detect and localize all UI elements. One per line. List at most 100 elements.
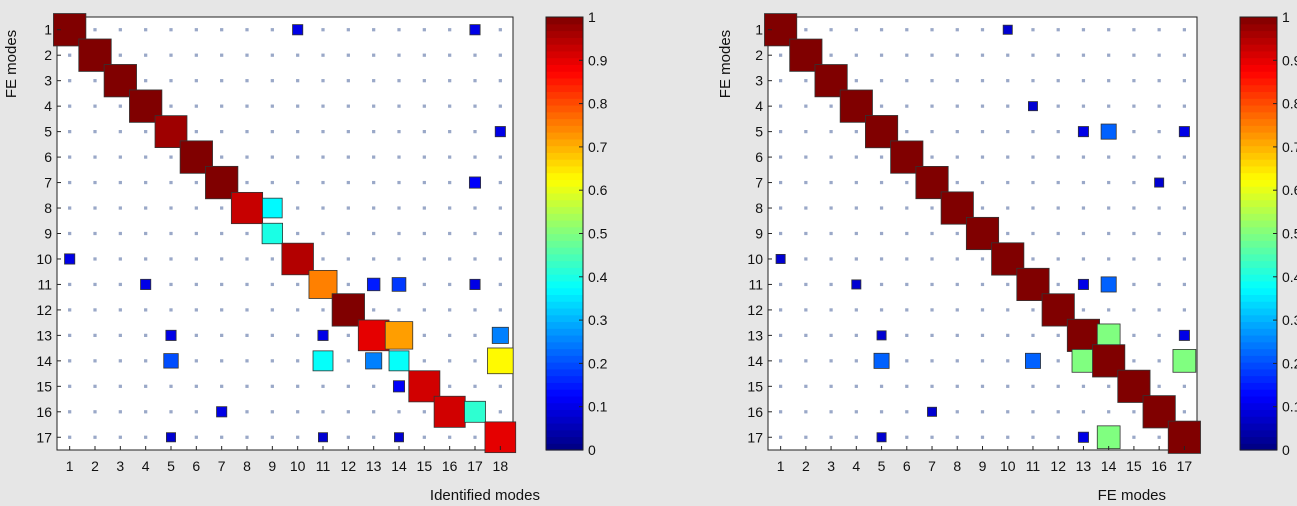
x-tick-label: 7 [218, 458, 226, 474]
colorbar-segment [1240, 192, 1277, 201]
matrix-cell-background [1031, 231, 1035, 236]
matrix-cell-background [955, 282, 959, 287]
matrix-cell-background [422, 282, 426, 287]
matrix-cell [281, 242, 314, 276]
y-tick-label: 3 [755, 73, 763, 89]
colorbar-segment [1240, 17, 1277, 25]
matrix-cell-background [422, 53, 426, 57]
colorbar-segment [1240, 409, 1277, 417]
matrix-cell-background [1006, 206, 1010, 210]
matrix-cell-background [93, 257, 97, 261]
matrix-cell-background [905, 180, 909, 185]
colorbar-segment [546, 125, 583, 133]
matrix-cell-background [448, 359, 452, 363]
colorbar-segment [546, 30, 583, 38]
matrix-cell-background [829, 359, 833, 363]
matrix-cell-background [270, 435, 274, 439]
colorbar-segment [1240, 145, 1277, 153]
matrix-cell-background [955, 104, 959, 108]
matrix-cell-background [498, 79, 502, 83]
matrix-cell-background [1132, 53, 1136, 57]
matrix-cell-background [980, 53, 985, 57]
matrix-cell-background [448, 104, 452, 108]
matrix-cell-background [854, 155, 858, 159]
matrix-cell-background [296, 410, 300, 414]
colorbar-segment [546, 132, 583, 140]
matrix-cell-background [397, 28, 401, 32]
matrix-cell-background [1157, 155, 1161, 159]
matrix-cell [261, 222, 283, 245]
matrix-cell-background [879, 384, 884, 388]
matrix-cell-background [194, 231, 198, 236]
matrix-cell-background [854, 53, 858, 57]
matrix-cell-background [169, 155, 173, 159]
matrix-cell-background [296, 155, 300, 159]
matrix-cell-background [1081, 410, 1086, 414]
colorbar-tick-label: 0.8 [1282, 96, 1297, 112]
colorbar-segment [546, 50, 583, 59]
matrix-cell [140, 278, 152, 290]
colorbar-segment [1240, 84, 1277, 93]
matrix-cell-background [779, 130, 783, 134]
matrix-cell-background [1056, 359, 1060, 363]
matrix-cell-background [372, 180, 376, 185]
matrix-cell-background [68, 104, 72, 108]
colorbar-segment [1240, 213, 1277, 221]
matrix-cell-background [779, 104, 783, 108]
x-tick-label: 4 [142, 458, 150, 474]
colorbar-segment [546, 247, 583, 255]
matrix-cell-background [321, 79, 325, 83]
matrix-cell-background [372, 384, 376, 388]
x-tick-label: 18 [493, 458, 509, 474]
matrix-cell-background [1081, 104, 1086, 108]
colorbar-tick-label: 0.5 [1282, 226, 1297, 242]
colorbar-tick-label: 0.7 [1282, 139, 1297, 155]
matrix-cell-background [879, 79, 884, 83]
matrix-cell-background [905, 257, 909, 261]
matrix-cell-background [270, 410, 274, 414]
matrix-cell-background [220, 435, 224, 439]
matrix-cell-background [1031, 410, 1035, 414]
x-axis-label: FE modes [1098, 487, 1166, 504]
matrix-cell-background [68, 282, 72, 287]
colorbar-segment [1240, 368, 1277, 377]
matrix-cell-background [1006, 155, 1010, 159]
matrix-cell-background [296, 180, 300, 185]
matrix-cell-background [1006, 104, 1010, 108]
matrix-cell [876, 330, 887, 341]
matrix-cell [230, 191, 264, 225]
matrix-cell-background [930, 130, 934, 134]
x-tick-label: 15 [1126, 458, 1142, 474]
matrix-cell-background [220, 282, 224, 287]
matrix-cell-background [270, 308, 274, 312]
matrix-cell-background [473, 206, 477, 210]
matrix-cell-background [1081, 28, 1086, 32]
colorbar-segment [546, 179, 583, 187]
y-tick-label: 11 [748, 276, 763, 292]
matrix-cell-background [1182, 206, 1186, 210]
matrix-cell-background [1056, 410, 1060, 414]
colorbar-segment [1240, 443, 1277, 451]
matrix-cell-background [879, 180, 884, 185]
matrix-cell [1096, 323, 1121, 348]
matrix-cell-background [1132, 231, 1136, 236]
matrix-cell-background [68, 384, 72, 388]
y-tick-label: 15 [36, 378, 52, 394]
matrix-cell [357, 319, 390, 352]
matrix-cell-background [804, 384, 808, 388]
matrix-cell-background [1056, 435, 1060, 439]
matrix-cell-background [498, 308, 502, 312]
matrix-cell-background [372, 308, 376, 312]
matrix-cell-background [804, 282, 808, 287]
matrix-cell-background [879, 308, 884, 312]
colorbar-segment [1240, 395, 1277, 404]
matrix-cell-background [980, 282, 985, 287]
colorbar-segment [1240, 206, 1277, 214]
matrix-cell-background [296, 206, 300, 210]
x-tick-label: 12 [341, 458, 357, 474]
matrix-cell-background [220, 308, 224, 312]
matrix-cell-background [879, 257, 884, 261]
matrix-cell-background [955, 53, 959, 57]
matrix-cell [366, 277, 381, 292]
